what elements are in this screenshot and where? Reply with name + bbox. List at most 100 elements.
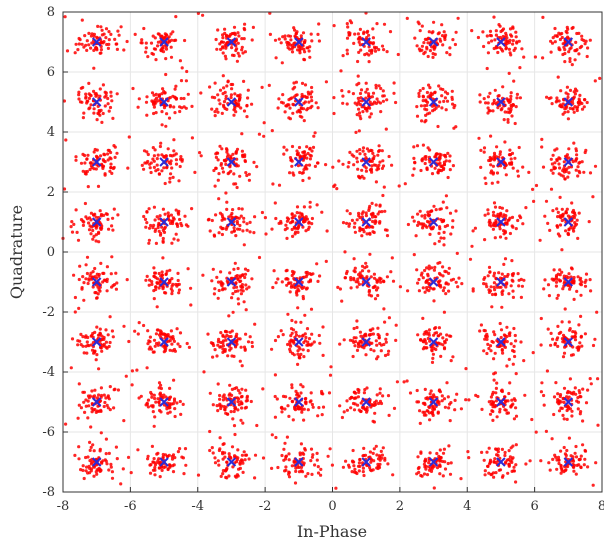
received-symbol-point [351, 354, 355, 359]
received-symbol-point [356, 32, 360, 36]
received-symbol-point [377, 148, 382, 153]
received-symbol-point [221, 457, 225, 461]
received-symbol-point [180, 106, 184, 110]
received-symbol-point [348, 397, 352, 401]
received-symbol-point [498, 152, 502, 156]
received-symbol-point [241, 51, 245, 55]
received-symbol-point [432, 20, 436, 24]
received-symbol-point [426, 274, 430, 278]
received-symbol-point [368, 231, 372, 235]
received-symbol-point [310, 402, 314, 407]
received-symbol-point [517, 39, 521, 43]
received-symbol-point [353, 266, 357, 270]
received-symbol-point [199, 154, 203, 158]
received-symbol-point [81, 464, 85, 468]
received-symbol-point [95, 35, 99, 39]
received-symbol-point [550, 41, 555, 45]
received-symbol-point [289, 344, 293, 348]
received-symbol-point [237, 467, 241, 471]
received-symbol-point [437, 231, 441, 235]
reference-symbol-point [563, 217, 574, 227]
reference-symbol-point [91, 277, 102, 287]
received-symbol-point [279, 221, 283, 225]
received-symbol-point [570, 409, 574, 413]
received-symbol-point [580, 107, 585, 111]
received-symbol-point [161, 46, 165, 50]
received-symbol-point [374, 339, 378, 343]
received-symbol-point [99, 431, 103, 435]
received-symbol-point [248, 220, 252, 224]
received-symbol-point [579, 335, 583, 339]
received-symbol-point [238, 462, 242, 466]
received-symbol-point [594, 461, 598, 465]
received-symbol-point [167, 453, 171, 457]
received-symbol-point [225, 200, 229, 204]
received-symbol-point [218, 447, 222, 451]
received-symbol-point [544, 429, 549, 433]
received-symbol-point [130, 383, 134, 387]
received-symbol-point [560, 248, 564, 252]
received-symbol-point [588, 377, 592, 381]
received-symbol-point [364, 90, 368, 94]
received-symbol-point [507, 391, 511, 396]
received-symbol-point [426, 41, 430, 45]
received-symbol-point [367, 94, 371, 98]
received-symbol-point [240, 387, 244, 391]
received-symbol-point [189, 303, 193, 307]
received-symbol-point [435, 451, 439, 456]
received-symbol-point [308, 200, 312, 204]
received-symbol-point [295, 110, 299, 114]
received-symbol-point [415, 388, 419, 393]
received-symbol-point [362, 391, 366, 395]
received-symbol-point [498, 227, 502, 231]
received-symbol-point [238, 279, 242, 284]
received-symbol-point [292, 353, 296, 357]
received-symbol-point [433, 242, 437, 246]
received-symbol-point [380, 166, 384, 170]
received-symbol-point [558, 37, 563, 42]
received-symbol-point [566, 110, 570, 114]
received-symbol-point [503, 166, 507, 170]
received-symbol-point [226, 153, 230, 157]
received-symbol-point [415, 472, 419, 476]
received-symbol-point [174, 96, 178, 100]
received-symbol-point [164, 47, 169, 51]
received-symbol-point [285, 268, 289, 272]
received-symbol-point [357, 40, 361, 44]
received-symbol-point [301, 178, 305, 183]
y-tick-label: 0 [47, 245, 55, 260]
received-symbol-point [310, 472, 314, 476]
received-symbol-point [433, 166, 437, 170]
received-symbol-point [377, 144, 381, 148]
received-symbol-point [160, 153, 164, 157]
received-symbol-point [438, 225, 442, 229]
reference-symbol-point [428, 97, 439, 107]
received-symbol-point [100, 33, 104, 37]
received-symbol-point [379, 449, 383, 453]
received-symbol-point [428, 93, 432, 97]
received-symbol-point [301, 333, 305, 337]
received-symbol-point [220, 40, 224, 44]
received-symbol-point [438, 459, 442, 463]
received-symbol-point [294, 35, 298, 39]
received-symbol-point [486, 212, 490, 216]
received-symbol-point [591, 483, 595, 487]
received-symbol-point [573, 221, 577, 225]
received-symbol-point [82, 45, 86, 49]
received-symbol-point [230, 329, 234, 333]
received-symbol-point [514, 414, 519, 418]
received-symbol-point [199, 91, 203, 95]
received-symbol-point [227, 454, 232, 459]
received-symbol-point [368, 450, 372, 454]
received-symbol-point [512, 465, 516, 469]
received-symbol-point [491, 210, 496, 214]
received-symbol-point [78, 264, 82, 268]
received-symbol-point [226, 79, 230, 83]
received-symbol-point [386, 394, 391, 398]
received-symbol-point [277, 183, 282, 187]
received-symbol-point [98, 289, 102, 293]
received-symbol-point [575, 89, 579, 93]
received-symbol-point [210, 446, 214, 450]
received-symbol-point [95, 155, 99, 159]
received-symbol-point [223, 54, 227, 58]
